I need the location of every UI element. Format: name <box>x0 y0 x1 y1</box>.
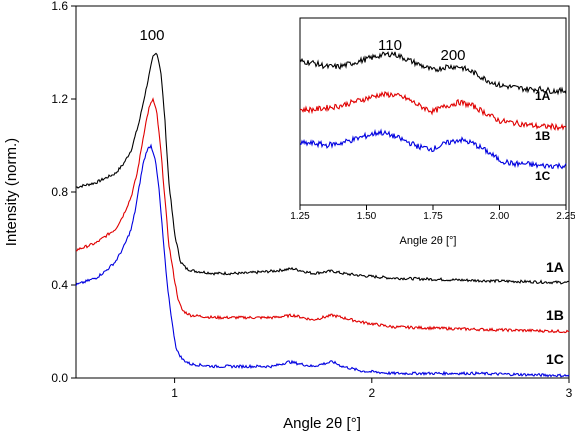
inset-series-label-1b: 1B <box>535 129 551 143</box>
main-y-tick-label: 1.2 <box>51 92 68 106</box>
peak-label-110: 110 <box>378 37 402 54</box>
inset-series-1a-line <box>299 51 567 96</box>
main-series-label-1a: 1A <box>546 259 564 275</box>
main-y-tick-label: 0.8 <box>51 185 68 199</box>
main-x-axis-title: Angle 2θ [°] <box>283 415 361 432</box>
main-x-tick-label: 2 <box>368 386 375 400</box>
main-y-tick-label: 0.4 <box>51 278 68 292</box>
inset-x-tick-label: 2.00 <box>490 211 510 222</box>
main-series-1a-line <box>75 52 570 285</box>
inset-series-1c-line <box>300 128 567 170</box>
inset-series-label-1a: 1A <box>535 89 551 103</box>
main-x-tick-label: 1 <box>171 386 178 400</box>
inset-x-tick-label: 1.75 <box>423 211 443 222</box>
main-y-tick-label: 1.6 <box>51 0 68 13</box>
main-y-tick-label: 0.0 <box>51 371 68 385</box>
inset-x-axis-title: Angle 2θ [°] <box>400 235 457 247</box>
peak-label-200: 200 <box>440 47 465 64</box>
main-y-axis-title: Intensity (norm.) <box>3 138 20 246</box>
inset-x-tick-label: 1.50 <box>357 211 377 222</box>
inset-x-tick-label: 2.25 <box>556 211 575 222</box>
main-series-1c-line <box>75 143 570 378</box>
main-series-label-1b: 1B <box>546 307 564 323</box>
peak-label-100: 100 <box>139 27 164 44</box>
inset-series-label-1c: 1C <box>535 169 551 183</box>
inset-series-1b-line <box>299 91 567 132</box>
main-x-tick-label: 3 <box>566 386 573 400</box>
inset-x-tick-label: 1.25 <box>290 211 310 222</box>
main-series-1b-line <box>75 97 570 334</box>
main-series-label-1c: 1C <box>546 351 564 367</box>
